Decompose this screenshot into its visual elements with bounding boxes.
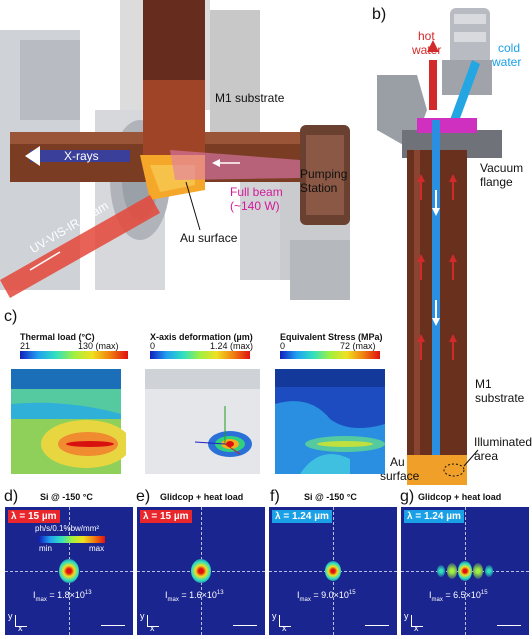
fp-d-imax: Imax = 1.8×1013: [33, 590, 92, 603]
fp-e-spot: [191, 559, 211, 583]
au-surface-label-b-1: Au: [390, 455, 405, 469]
fp-g-spot: [458, 561, 472, 581]
fp-f-spot: [325, 561, 341, 581]
fp-f-lambda: λ = 1.24 µm: [272, 510, 332, 523]
fp-f-image: λ = 1.24 µm Imax = 9.0×1015 y x: [269, 507, 397, 635]
c2-colorbar: [150, 351, 250, 359]
fp-d-y-axis: y: [8, 611, 13, 621]
fp-d-colorbar-unit: ph/s/0.1%bw/mm²: [35, 524, 100, 533]
c3-title: Equivalent Stress (MPa): [280, 332, 383, 342]
fp-d-colorbar-min: min: [39, 544, 52, 553]
c2-title: X-axis deformation (µm): [150, 332, 253, 342]
fp-f-y-axis: y: [272, 611, 277, 621]
c1-colorbar: [20, 351, 128, 359]
panel-a-render: [0, 0, 360, 300]
fp-g-y-axis: y: [404, 611, 409, 621]
fp-f-imax: Imax = 9.0×1015: [297, 590, 356, 603]
c2-max: 1.24 (max): [210, 341, 254, 351]
panel-b-render: [377, 8, 502, 485]
panel-g-letter: g): [400, 488, 415, 505]
fp-f-title: Si @ -150 °C: [304, 492, 357, 502]
fp-d-image: λ = 15 µm ph/s/0.1%bw/mm² min max Imax =…: [5, 507, 133, 635]
c3-render: [275, 369, 385, 474]
m1-substrate-label-a: M1 substrate: [215, 91, 285, 105]
fp-g-lobe-2: [447, 563, 457, 579]
panel-b-letter: b): [372, 6, 387, 23]
fp-f-x-axis: x: [282, 623, 287, 633]
power-label: (~140 W): [230, 199, 280, 213]
fp-g-lobe-3: [473, 563, 483, 579]
m1-substrate-label-b-1: M1: [475, 377, 492, 391]
c3-colorbar: [280, 351, 380, 359]
panel-d-letter: d): [4, 488, 19, 505]
au-surface-label-b-2: surface: [380, 469, 420, 483]
c2-render: [145, 369, 260, 474]
fp-g-x-axis: x: [414, 623, 419, 633]
fp-d-title: Si @ -150 °C: [40, 492, 93, 502]
fp-e-title: Glidcop + heat load: [160, 492, 244, 502]
c2-min: 0: [150, 341, 156, 351]
vacuum-flange-label-2: flange: [480, 175, 513, 189]
fp-f-scalebar: [365, 625, 389, 626]
hot-water-label-1: hot: [418, 29, 435, 43]
c1-render: [11, 369, 126, 474]
fp-e-image: λ = 15 µm Imax = 1.6×1013 y x: [137, 507, 265, 635]
fp-e-x-axis: x: [150, 623, 155, 633]
fp-e-imax: Imax = 1.6×1013: [165, 590, 224, 603]
fp-d-colorbar: [39, 536, 105, 543]
illuminated-area-label-2: area: [474, 449, 499, 463]
hot-water-label-2: water: [412, 43, 442, 57]
fp-g-image: λ = 1.24 µm Imax = 6.5×1015 y x: [401, 507, 529, 635]
fp-d-x-axis: x: [18, 623, 23, 633]
c1-min: 21: [20, 341, 31, 351]
fp-e-lambda: λ = 15 µm: [140, 510, 192, 523]
c3-min: 0: [280, 341, 286, 351]
c3-max: 72 (max): [340, 341, 376, 351]
fp-g-lobe-4: [485, 565, 493, 577]
panel-f-letter: f): [270, 488, 280, 505]
fp-d-spot: [59, 559, 79, 583]
fp-d-scalebar: [101, 625, 125, 626]
fp-g-title: Glidcop + heat load: [418, 492, 502, 502]
fp-g-lobe-1: [437, 565, 445, 577]
fp-g-scalebar: [497, 625, 521, 626]
fp-g-imax: Imax = 6.5×1015: [429, 590, 488, 603]
pumping-label-2: Station: [300, 181, 338, 195]
full-beam-label: Full beam: [230, 185, 283, 199]
cold-water-label-1: cold: [498, 41, 521, 55]
fp-g-lambda: λ = 1.24 µm: [404, 510, 464, 523]
illuminated-area-label-1: Illuminated: [474, 435, 532, 449]
c1-title: Thermal load (°C): [20, 332, 95, 342]
au-surface-label-a: Au surface: [180, 231, 238, 245]
cold-water-label-2: water: [492, 55, 522, 69]
panel-e-letter: e): [136, 488, 151, 505]
pumping-label-1: Pumping: [300, 167, 348, 181]
fp-e-y-axis: y: [140, 611, 145, 621]
vacuum-flange-label-1: Vacuum: [480, 161, 524, 175]
m1-substrate-label-b-2: substrate: [475, 391, 525, 405]
xrays-label: X-rays: [64, 149, 99, 163]
fp-d-colorbar-max: max: [89, 544, 105, 553]
c1-max: 130 (max): [78, 341, 119, 351]
fp-e-scalebar: [233, 625, 257, 626]
fp-d-lambda: λ = 15 µm: [8, 510, 60, 523]
panel-c-letter: c): [4, 308, 18, 325]
